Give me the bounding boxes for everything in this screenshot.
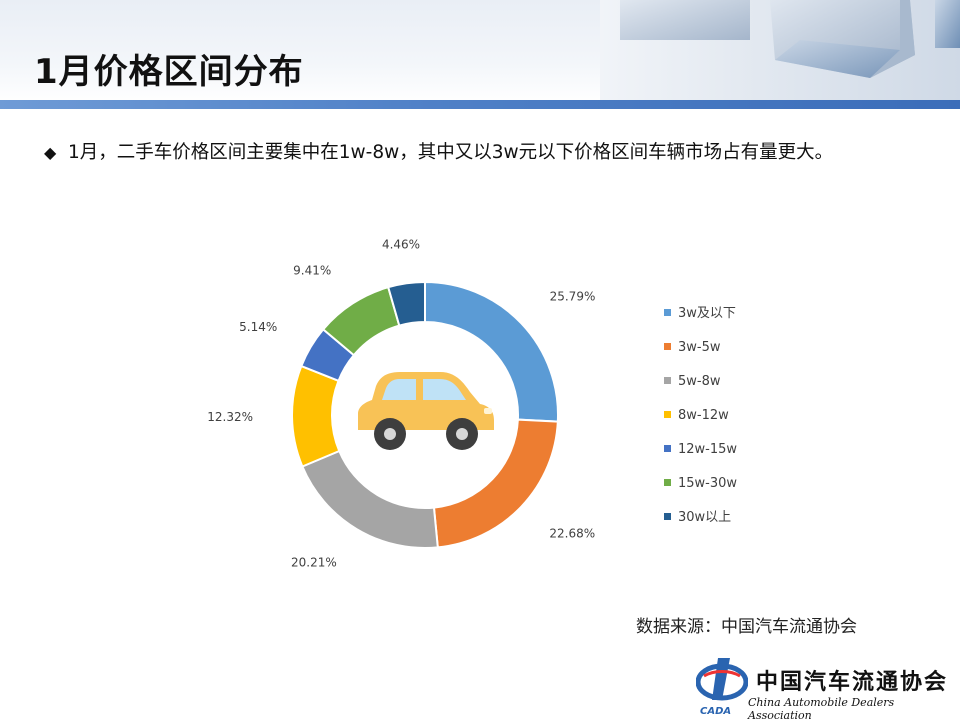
title-underline [0,100,960,109]
bullet-text: 1月，二手车价格区间主要集中在1w-8w，其中又以3w元以下价格区间车辆市场占有… [68,142,834,163]
slice-label-1: 25.79% [550,289,596,303]
donut-slice-3 [301,449,439,549]
slice-label-7: 4.46% [382,238,420,252]
legend-label-7: 30w以上 [678,510,731,525]
slice-label-3: 20.21% [291,556,337,570]
slice-value-labels: 25.79% 22.68% 20.21% 12.32% 5.14% 9.41% 4.46% [207,238,595,570]
legend-swatch-7 [664,513,671,520]
legend-swatch-1 [664,309,671,316]
donut-slice-4 [291,364,341,468]
data-source-note: 数据来源：中国汽车流通协会 [636,617,857,637]
legend-swatch-2 [664,343,671,350]
logo-chinese-name: 中国汽车流通协会 [756,669,949,695]
chart-legend: 3w及以下 3w-5w 5w-8w 8w-12w 12w-15w 15w-30w 30w以上 [664,306,737,525]
donut-slices [291,280,559,549]
legend-swatch-5 [664,445,671,452]
slice-label-5: 5.14% [239,320,277,334]
legend-swatch-3 [664,377,671,384]
legend-label-4: 8w-12w [678,408,729,423]
diamond-bullet-icon: ◆ [44,143,57,162]
cada-logo: CADA 中国汽车流通协会 China Automobile Dealers A… [696,654,960,722]
slice-label-6: 9.41% [293,264,331,278]
legend-label-3: 5w-8w [678,374,721,389]
header-decoration-image [600,0,960,104]
legend-label-5: 12w-15w [678,442,737,457]
legend-label-2: 3w-5w [678,340,721,355]
svg-text:CADA: CADA [700,706,731,716]
slide-header: 1月价格区间分布 [0,0,960,104]
logo-english-name: China Automobile Dealers Association [748,696,895,722]
donut-slice-7 [386,280,426,327]
slice-label-4: 12.32% [207,410,253,424]
legend-label-1: 3w及以下 [678,306,736,321]
car-icon [358,372,494,450]
legend-swatch-4 [664,411,671,418]
slice-label-2: 22.68% [549,527,595,541]
legend-label-6: 15w-30w [678,476,737,491]
legend-swatch-6 [664,479,671,486]
page-title: 1月价格区间分布 [34,52,304,92]
cada-emblem-icon: CADA [696,658,748,716]
bullet-paragraph: ◆ 1月，二手车价格区间主要集中在1w-8w，其中又以3w元以下价格区间车辆市场… [44,135,904,170]
